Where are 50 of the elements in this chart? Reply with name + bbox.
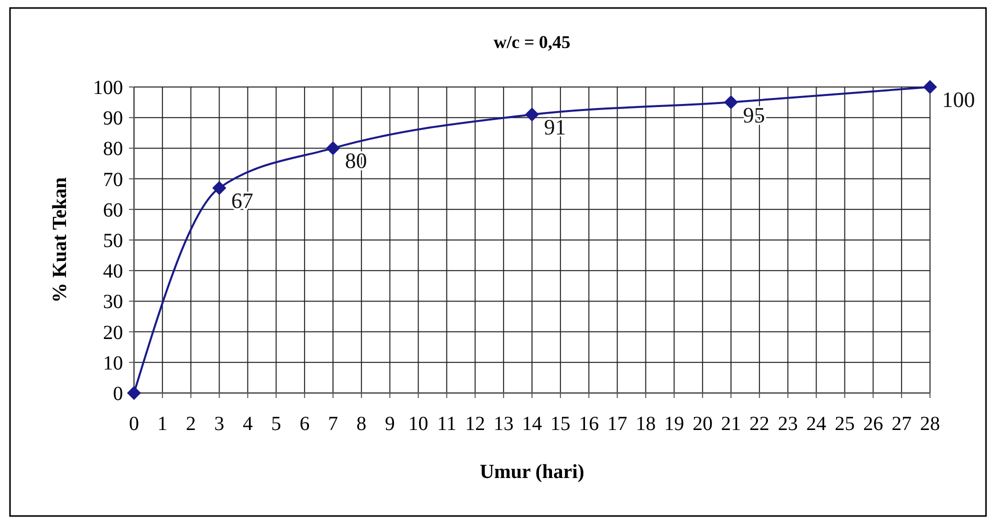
x-tick-label: 23 (778, 413, 798, 435)
point (212, 180, 226, 195)
y-tick-label: 80 (103, 138, 123, 160)
x-tick-label: 2 (186, 413, 196, 435)
y-tick-label: 60 (103, 199, 123, 222)
y-tick-label: 70 (103, 168, 123, 191)
y-tick-label: 50 (103, 230, 123, 252)
chart-title: w/c = 0,45 (494, 32, 570, 52)
x-tick-label: 4 (242, 413, 253, 435)
x-tick-label: 28 (920, 413, 940, 435)
x-tick-label: 17 (607, 413, 628, 435)
point (724, 95, 738, 110)
y-tick-label: 90 (103, 108, 123, 130)
x-tick-label: 22 (749, 413, 770, 435)
x-tick-label: 20 (692, 413, 713, 435)
point (326, 141, 340, 156)
x-tick-label: 27 (892, 413, 912, 435)
x-tick-label: 3 (214, 413, 224, 435)
x-axis-title: Umur (hari) (480, 461, 584, 483)
x-tick-label: 6 (300, 413, 310, 435)
x-tick-label: 7 (328, 413, 338, 435)
x-tick-label: 15 (550, 413, 570, 435)
point (127, 386, 141, 400)
x-tick-label: 0 (129, 413, 139, 435)
point (525, 108, 539, 122)
y-tick-label: 10 (103, 352, 123, 374)
point (923, 80, 937, 94)
y-axis-title: % Kuat Tekan (49, 177, 71, 303)
data-label: 100 (942, 87, 975, 112)
x-tick-label: 24 (806, 413, 826, 435)
y-tick-label: 100 (93, 77, 123, 99)
x-tick-label: 1 (157, 413, 168, 435)
x-tick-label: 13 (494, 413, 514, 435)
x-tick-label: 21 (721, 413, 741, 435)
x-tick-label: 10 (408, 413, 428, 435)
x-tick-label: 26 (863, 413, 884, 435)
x-tick-label: 14 (522, 413, 542, 435)
x-tick-label: 18 (636, 413, 656, 435)
x-tick-label: 11 (437, 413, 456, 435)
x-tick-label: 9 (384, 413, 395, 435)
y-tick-label: 40 (103, 260, 123, 283)
y-tick-label: 30 (103, 291, 123, 314)
x-tick-label: 16 (578, 413, 599, 435)
y-tick-label: 20 (103, 322, 123, 344)
x-tick-label: 12 (465, 413, 486, 435)
y-tick-label: 0 (113, 383, 123, 405)
x-tick-label: 8 (356, 413, 366, 435)
x-tick-label: 19 (664, 413, 684, 435)
x-tick-label: 25 (834, 413, 855, 435)
x-tick-label: 5 (271, 413, 282, 435)
